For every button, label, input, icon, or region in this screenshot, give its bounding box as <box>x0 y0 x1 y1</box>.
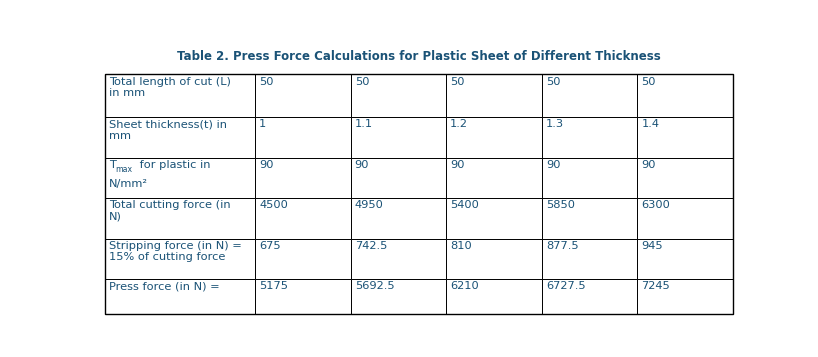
Bar <box>106 117 255 157</box>
Bar <box>106 238 255 279</box>
Text: 6727.5: 6727.5 <box>546 281 586 291</box>
Text: Total length of cut (L)
in mm: Total length of cut (L) in mm <box>110 77 231 98</box>
Text: 1.4: 1.4 <box>641 119 659 129</box>
Text: max: max <box>115 165 133 174</box>
Bar <box>637 75 733 117</box>
Bar <box>106 198 255 238</box>
Text: 5400: 5400 <box>450 200 479 210</box>
Text: 5850: 5850 <box>546 200 575 210</box>
Bar <box>447 75 542 117</box>
Bar <box>106 157 255 198</box>
Bar <box>542 238 637 279</box>
Text: 5692.5: 5692.5 <box>355 281 394 291</box>
Bar <box>106 75 255 117</box>
Bar <box>637 117 733 157</box>
Text: 50: 50 <box>355 77 369 87</box>
Bar <box>351 238 447 279</box>
Bar <box>447 279 542 313</box>
Text: 90: 90 <box>450 160 465 170</box>
Text: 675: 675 <box>259 241 281 251</box>
Bar <box>106 279 255 313</box>
Text: N/mm²: N/mm² <box>110 179 148 189</box>
Text: 4950: 4950 <box>355 200 384 210</box>
Bar <box>106 75 733 313</box>
Bar <box>351 157 447 198</box>
Bar <box>351 75 447 117</box>
Text: 945: 945 <box>641 241 663 251</box>
Text: 1.3: 1.3 <box>546 119 564 129</box>
Bar <box>447 157 542 198</box>
Bar <box>637 198 733 238</box>
Text: 1.2: 1.2 <box>450 119 468 129</box>
Bar <box>542 279 637 313</box>
Text: 7245: 7245 <box>641 281 670 291</box>
Text: Table 2. Press Force Calculations for Plastic Sheet of Different Thickness: Table 2. Press Force Calculations for Pl… <box>178 50 661 63</box>
Bar <box>351 279 447 313</box>
Bar <box>542 75 637 117</box>
Text: 50: 50 <box>450 77 465 87</box>
Text: 50: 50 <box>259 77 274 87</box>
Bar <box>351 117 447 157</box>
Text: for plastic in: for plastic in <box>136 160 210 170</box>
Text: 4500: 4500 <box>259 200 288 210</box>
Bar <box>255 238 351 279</box>
Text: 50: 50 <box>546 77 560 87</box>
Bar <box>255 75 351 117</box>
Bar <box>447 198 542 238</box>
Text: 6300: 6300 <box>641 200 670 210</box>
Text: 742.5: 742.5 <box>355 241 387 251</box>
Text: 1.1: 1.1 <box>355 119 373 129</box>
Text: 877.5: 877.5 <box>546 241 578 251</box>
Text: Total cutting force (in
N): Total cutting force (in N) <box>110 200 231 222</box>
Text: Sheet thickness(t) in
mm: Sheet thickness(t) in mm <box>110 119 227 141</box>
Text: 90: 90 <box>259 160 274 170</box>
Bar <box>542 117 637 157</box>
Text: 90: 90 <box>546 160 560 170</box>
Bar <box>255 157 351 198</box>
Text: 50: 50 <box>641 77 656 87</box>
Bar <box>637 238 733 279</box>
Bar <box>255 279 351 313</box>
Bar <box>255 198 351 238</box>
Bar <box>637 157 733 198</box>
Text: 90: 90 <box>641 160 656 170</box>
Text: 5175: 5175 <box>259 281 288 291</box>
Bar <box>637 279 733 313</box>
Text: 1: 1 <box>259 119 267 129</box>
Text: 810: 810 <box>450 241 472 251</box>
Bar <box>542 198 637 238</box>
Bar <box>447 238 542 279</box>
Text: 90: 90 <box>355 160 369 170</box>
Text: 6210: 6210 <box>450 281 479 291</box>
Text: Stripping force (in N) =
15% of cutting force: Stripping force (in N) = 15% of cutting … <box>110 241 242 262</box>
Bar <box>255 117 351 157</box>
Bar <box>351 198 447 238</box>
Text: T: T <box>110 160 116 170</box>
Text: Press force (in N) =: Press force (in N) = <box>110 281 220 291</box>
Bar <box>542 157 637 198</box>
Bar <box>447 117 542 157</box>
